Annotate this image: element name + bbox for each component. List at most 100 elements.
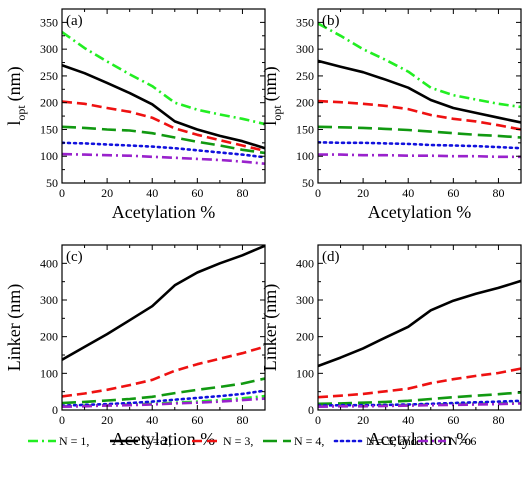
series-line-n4 <box>318 125 521 139</box>
x-tick-label: 60 <box>447 186 459 200</box>
y-tick-label: 50 <box>46 176 58 190</box>
plot-frame <box>317 244 522 411</box>
x-axis-label: Acetylation % <box>112 202 215 222</box>
y-tick-label: 400 <box>296 256 314 270</box>
series-group <box>62 245 265 408</box>
y-axis-label: lopt(nm) <box>260 66 284 125</box>
series-line-n3 <box>318 99 521 131</box>
x-tick-label: 0 <box>59 413 65 427</box>
series-line-n5 <box>318 141 521 150</box>
series-group <box>62 30 265 165</box>
series-line-n3 <box>62 345 265 398</box>
x-tick-label: 20 <box>357 413 369 427</box>
x-tick-label: 80 <box>236 413 248 427</box>
y-tick-label: 300 <box>296 293 314 307</box>
series-line-n6 <box>318 153 521 159</box>
series-line-n2 <box>318 59 521 124</box>
y-tick-label: 300 <box>40 42 58 56</box>
plot-frame <box>61 8 266 184</box>
series-group <box>318 279 521 408</box>
y-tick-label: 400 <box>40 256 58 270</box>
x-tick-label: 40 <box>146 186 158 200</box>
y-tick-label: 150 <box>296 122 314 136</box>
x-tick-label: 20 <box>101 186 113 200</box>
x-tick-label: 40 <box>402 186 414 200</box>
x-tick-label: 40 <box>402 413 414 427</box>
x-axis-label: Acetylation % <box>112 429 215 449</box>
y-tick-label: 200 <box>40 330 58 344</box>
y-tick-label: 100 <box>40 149 58 163</box>
legend-label: N = 4, <box>294 434 324 448</box>
x-tick-label: 60 <box>447 413 459 427</box>
y-tick-label: 50 <box>302 176 314 190</box>
series-line-n4 <box>318 391 521 406</box>
series-line-n3 <box>62 100 265 153</box>
y-tick-label: 350 <box>40 15 58 29</box>
y-axis-label: lopt(nm) <box>4 66 28 125</box>
y-tick-label: 100 <box>296 149 314 163</box>
x-tick-label: 80 <box>492 186 504 200</box>
x-tick-label: 20 <box>357 186 369 200</box>
series-group <box>318 22 521 159</box>
y-tick-label: 200 <box>40 96 58 110</box>
legend-entry-n4: N = 4, <box>263 434 324 448</box>
series-line-n6 <box>62 152 265 165</box>
legend-label: N = 1, <box>59 434 89 448</box>
plot-frame <box>61 244 266 411</box>
x-tick-label: 80 <box>492 413 504 427</box>
y-tick-label: 100 <box>40 366 58 380</box>
panel-label: (d) <box>322 249 340 265</box>
series-line-n4 <box>62 377 265 405</box>
chart-panel-c: 0 20 40 60 80 0 100 200 300 400 (c) Acetylation % Li… <box>4 244 266 449</box>
y-tick-label: 100 <box>296 366 314 380</box>
legend-entry-n1: N = 1, <box>28 434 89 448</box>
series-line-n2 <box>62 63 265 150</box>
y-tick-label: 0 <box>52 403 58 417</box>
plot-frame <box>317 8 522 184</box>
x-tick-label: 80 <box>236 186 248 200</box>
series-line-n1 <box>62 30 265 126</box>
x-tick-label: 60 <box>191 413 203 427</box>
y-tick-label: 250 <box>296 69 314 83</box>
series-line-n3 <box>318 367 521 399</box>
legend: N = 1, N = 2, N = 3, N = 4, N = 5, and N = 6 <box>28 434 476 448</box>
y-tick-label: 150 <box>40 122 58 136</box>
legend-label: N = 5, and <box>366 434 417 448</box>
y-tick-label: 200 <box>296 96 314 110</box>
legend-label: N = 3, <box>223 434 253 448</box>
chart-panel-a: 0 20 40 60 80 50 100 150 200 250 300 350 (a) Acetylat… <box>4 8 266 222</box>
legend-entry-n2: N = 2, <box>110 434 171 448</box>
series-line-n5 <box>62 389 265 407</box>
x-tick-label: 40 <box>146 413 158 427</box>
series-line-n2 <box>318 279 521 368</box>
x-axis-label: Acetylation % <box>368 429 471 449</box>
x-axis-label: Acetylation % <box>368 202 471 222</box>
y-tick-label: 250 <box>40 69 58 83</box>
legend-entry-n3: N = 3, <box>192 434 253 448</box>
y-axis-label: Linker (nm) <box>260 284 281 371</box>
y-tick-label: 300 <box>296 42 314 56</box>
x-tick-label: 60 <box>191 186 203 200</box>
legend-label: N = 2, <box>141 434 171 448</box>
x-tick-label: 0 <box>315 413 321 427</box>
series-line-n6 <box>318 402 521 408</box>
panel-label: (c) <box>66 249 83 265</box>
series-line-n6 <box>62 397 265 408</box>
y-tick-label: 300 <box>40 293 58 307</box>
y-tick-label: 200 <box>296 330 314 344</box>
series-line-n4 <box>62 125 265 155</box>
y-axis-label: Linker (nm) <box>4 284 25 371</box>
x-tick-label: 0 <box>315 186 321 200</box>
x-tick-label: 0 <box>59 186 65 200</box>
chart-panel-d: 0 20 40 60 80 0 100 200 300 400 (d) Acetylation % Li… <box>260 244 522 449</box>
series-line-n1 <box>318 22 521 109</box>
legend-entry-n6: N = 6 <box>418 434 476 448</box>
panel-label: (b) <box>322 13 340 29</box>
chart-panel-b: 0 20 40 60 80 50 100 150 200 250 300 350 (b) Acetylat… <box>260 8 522 222</box>
panel-label: (a) <box>66 13 83 29</box>
legend-label: N = 6 <box>449 434 476 448</box>
legend-entry-n5: N = 5, and <box>333 434 417 448</box>
y-tick-label: 350 <box>296 15 314 29</box>
